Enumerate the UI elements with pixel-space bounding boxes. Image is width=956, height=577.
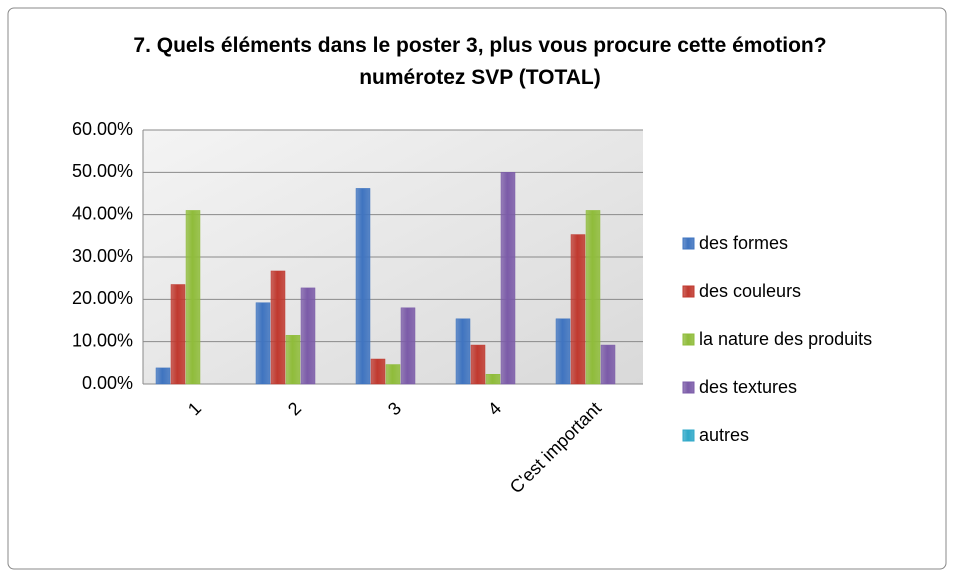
legend-swatch <box>682 381 695 394</box>
bar <box>155 367 171 385</box>
bar <box>270 270 286 385</box>
bar <box>585 210 601 385</box>
y-tick-label: 10.00% <box>72 330 133 350</box>
legend-label: autres <box>699 425 749 445</box>
bar <box>570 234 586 385</box>
bar <box>500 172 516 385</box>
bar <box>470 344 486 385</box>
legend-label: des formes <box>699 233 788 253</box>
bar <box>400 307 416 385</box>
bar <box>185 210 201 385</box>
legend-swatch <box>682 237 695 250</box>
bar <box>385 364 401 385</box>
bar <box>555 318 571 385</box>
chart-title: 7. Quels éléments dans le poster 3, plus… <box>133 34 827 89</box>
y-tick-label: 20.00% <box>72 288 133 308</box>
bar <box>170 284 186 385</box>
legend-swatch <box>682 333 695 346</box>
bar <box>300 287 316 385</box>
bar <box>600 344 616 385</box>
bar <box>285 335 301 385</box>
y-tick-label: 60.00% <box>72 119 133 139</box>
bar <box>370 358 386 385</box>
legend-swatch <box>682 285 695 298</box>
bar <box>355 188 371 385</box>
y-tick-label: 0.00% <box>82 373 133 393</box>
legend-swatch <box>682 429 695 442</box>
y-tick-label: 30.00% <box>72 246 133 266</box>
y-tick-label: 50.00% <box>72 161 133 181</box>
bar <box>455 318 471 385</box>
legend-label: des couleurs <box>699 281 801 301</box>
bar <box>255 302 271 385</box>
y-tick-label: 40.00% <box>72 203 133 223</box>
legend-label: des textures <box>699 377 797 397</box>
legend-label: la nature des produits <box>699 329 872 349</box>
bar <box>485 374 501 385</box>
